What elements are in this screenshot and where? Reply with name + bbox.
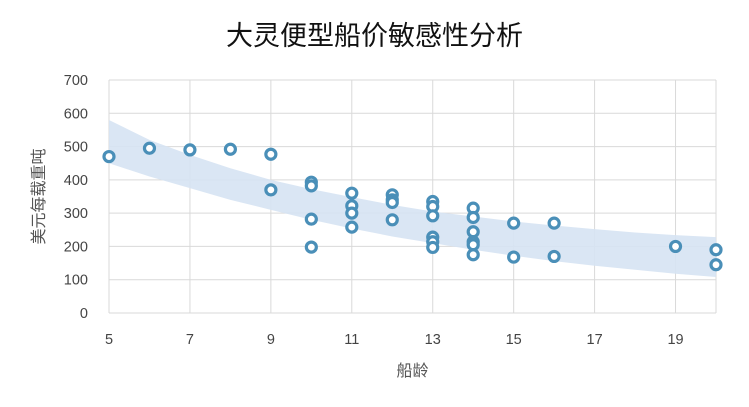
x-axis-label: 船龄: [396, 361, 428, 380]
y-tick-label: 300: [64, 206, 88, 222]
x-tick-label: 7: [186, 332, 194, 348]
data-point: [426, 209, 440, 223]
data-point: [264, 147, 278, 161]
data-point: [466, 248, 480, 262]
data-point: [466, 210, 480, 225]
x-tick-label: 5: [105, 332, 113, 348]
data-point: [385, 213, 399, 227]
data-point: [385, 195, 399, 210]
data-point: [345, 186, 359, 200]
x-tick-label: 19: [667, 332, 683, 348]
y-tick-label: 400: [64, 173, 88, 189]
x-axis-ticks: 5 7 9 11 13 15 17 19: [105, 332, 684, 348]
data-point: [223, 142, 237, 156]
data-point: [547, 216, 561, 230]
data-point: [264, 183, 278, 197]
data-points: [102, 141, 723, 272]
data-point: [345, 220, 359, 234]
data-point: [507, 250, 521, 264]
x-tick-label: 11: [344, 332, 359, 348]
y-tick-label: 200: [64, 239, 88, 255]
y-tick-label: 600: [64, 106, 88, 122]
x-tick-label: 15: [506, 332, 522, 348]
confidence-band: [109, 119, 716, 278]
data-point: [507, 216, 521, 230]
y-axis-label: 美元每载重吨: [29, 148, 48, 244]
y-tick-label: 100: [64, 273, 88, 289]
y-tick-label: 0: [80, 306, 88, 322]
data-point: [426, 240, 440, 255]
data-point: [183, 143, 197, 157]
x-tick-label: 17: [587, 332, 603, 348]
data-point: [304, 212, 318, 226]
data-point: [668, 239, 683, 254]
y-axis-ticks: 0 100 200 300 400 500 600 700: [64, 73, 88, 322]
data-point: [709, 258, 723, 272]
x-tick-label: 13: [425, 332, 441, 348]
data-point: [547, 249, 561, 264]
data-point: [304, 240, 318, 254]
data-point: [345, 206, 359, 220]
data-point: [102, 149, 116, 164]
data-point: [709, 243, 723, 257]
y-tick-label: 500: [64, 140, 88, 156]
data-point: [304, 179, 318, 193]
data-point: [142, 141, 157, 155]
chart-title: 大灵便型船价敏感性分析: [226, 21, 523, 52]
y-tick-label: 700: [64, 73, 88, 89]
x-tick-label: 9: [267, 332, 275, 348]
gridlines: [108, 79, 717, 314]
